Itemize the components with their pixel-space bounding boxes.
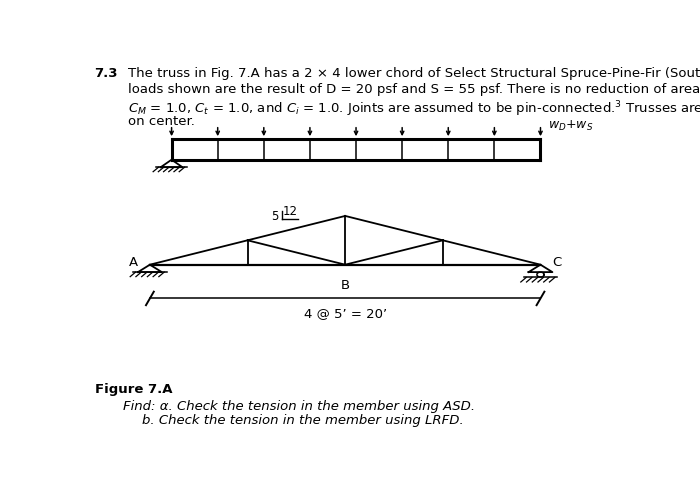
Text: loads shown are the result of D = 20 psf and S = 55 psf. There is no reduction o: loads shown are the result of D = 20 psf… (128, 83, 700, 96)
Text: B: B (341, 279, 350, 292)
Text: $w_D$+$w_S$: $w_D$+$w_S$ (547, 119, 593, 133)
Text: Figure 7.A: Figure 7.A (94, 383, 172, 396)
Text: A: A (129, 256, 138, 269)
Text: on center.: on center. (128, 115, 195, 128)
Text: 4 @ 5’ = 20’: 4 @ 5’ = 20’ (304, 307, 386, 319)
Text: 7.3: 7.3 (94, 67, 118, 80)
Text: Find: α. Check the tension in the member using ASD.: Find: α. Check the tension in the member… (122, 400, 475, 412)
Text: 12: 12 (282, 205, 298, 218)
Text: $C_M$ = 1.0, $C_t$ = 1.0, and $C_i$ = 1.0. Joints are assumed to be pin-connecte: $C_M$ = 1.0, $C_t$ = 1.0, and $C_i$ = 1.… (128, 99, 700, 118)
Text: The truss in Fig. 7.A has a 2 × 4 lower chord of Select Structural Spruce-Pine-F: The truss in Fig. 7.A has a 2 × 4 lower … (128, 67, 700, 80)
Text: 5: 5 (271, 210, 279, 223)
Text: b. Check the tension in the member using LRFD.: b. Check the tension in the member using… (141, 414, 463, 427)
Text: C: C (552, 256, 561, 269)
